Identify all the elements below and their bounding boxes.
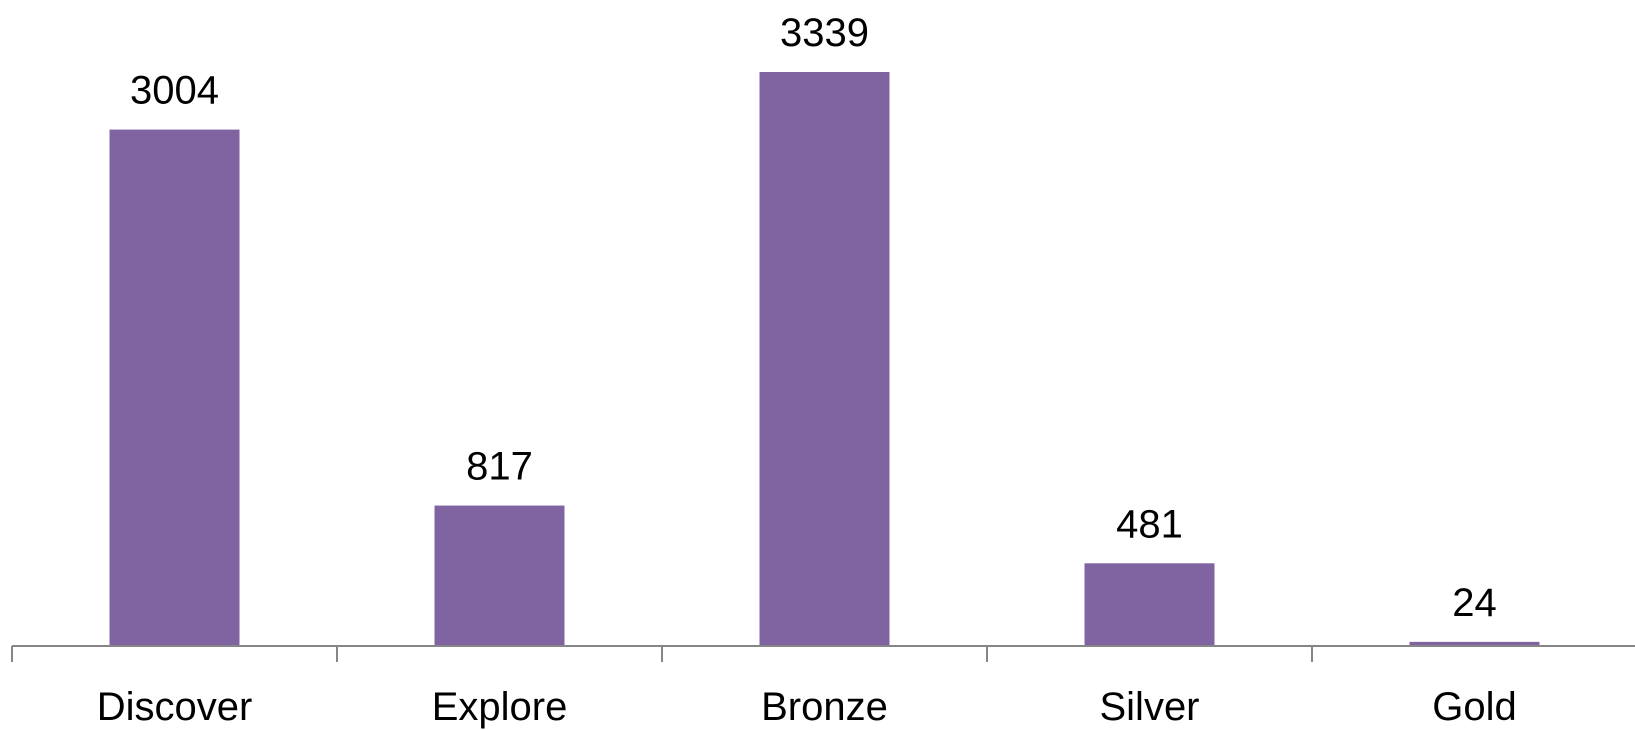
data-label-bronze: 3339 [780, 11, 869, 55]
x-tick-labels-group: Discover Explore Bronze Silver Gold [97, 685, 1517, 729]
x-tick-label-gold: Gold [1432, 685, 1517, 729]
x-tick-label-explore: Explore [432, 685, 568, 729]
x-axis [11, 645, 1635, 662]
bar-gold [1409, 641, 1540, 646]
data-labels-group: 3004 817 3339 481 24 [130, 11, 1497, 625]
data-label-explore: 817 [466, 445, 533, 489]
data-label-discover: 3004 [130, 69, 219, 113]
x-tick-label-silver: Silver [1099, 685, 1199, 729]
bar-silver [1084, 563, 1215, 646]
bar-bronze [759, 72, 890, 646]
bars-group [109, 72, 1540, 646]
x-tick-label-discover: Discover [97, 685, 253, 729]
bar-discover [109, 129, 240, 646]
x-tick-label-bronze: Bronze [761, 685, 888, 729]
bar-explore [434, 505, 565, 646]
data-label-silver: 481 [1116, 502, 1183, 546]
data-label-gold: 24 [1452, 581, 1497, 625]
